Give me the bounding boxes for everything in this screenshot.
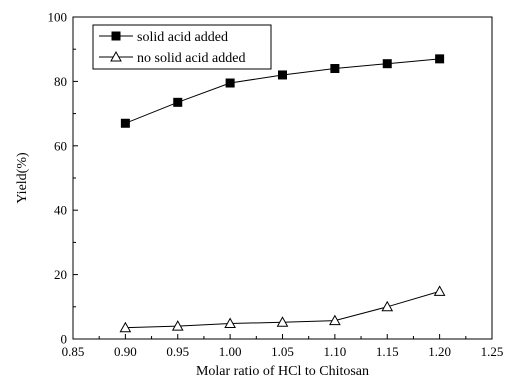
data-point-square — [278, 70, 287, 80]
data-point-triangle — [276, 316, 289, 327]
x-axis-title: Molar ratio of HCl to Chitosan — [196, 364, 369, 379]
legend: solid acid added no solid acid added — [92, 24, 272, 70]
y-tick-label: 60 — [54, 138, 67, 153]
data-point-square — [435, 54, 445, 64]
data-point-triangle — [110, 50, 122, 62]
data-point-square — [173, 97, 183, 107]
series-1 — [120, 54, 445, 128]
legend-box — [92, 24, 272, 70]
legend-items: solid acid added no solid acid added — [99, 30, 245, 66]
legend-label: no solid acid added — [137, 51, 245, 66]
x-tick-label: 0.90 — [114, 344, 137, 359]
y-axis-title: Yield(%) — [15, 152, 30, 204]
x-axis: 0.85 0.90 0.95 1.00 1.05 1.10 1.15 1.20 1.25 — [62, 334, 504, 359]
legend-label: solid acid added — [137, 30, 228, 45]
data-point-square — [225, 78, 235, 88]
data-point-square — [120, 118, 130, 128]
data-point-square — [330, 64, 340, 74]
x-tick-label: 1.00 — [219, 344, 242, 359]
x-tick-label: 1.25 — [481, 344, 504, 359]
y-tick-label: 20 — [54, 267, 67, 282]
y-tick-label: 0 — [61, 332, 68, 347]
data-point-square — [382, 59, 392, 69]
y-axis: 0 20 40 60 80 100 — [48, 10, 78, 347]
x-tick-label: 1.10 — [324, 344, 347, 359]
data-point-triangle — [224, 317, 236, 329]
data-point-triangle — [433, 285, 446, 296]
x-tick-label: 1.20 — [428, 344, 451, 359]
x-tick-label: 0.85 — [62, 344, 85, 359]
series-2 — [119, 285, 446, 333]
data-point-triangle — [381, 300, 394, 312]
y-tick-label: 100 — [48, 10, 68, 25]
x-tick-label: 1.05 — [271, 344, 294, 359]
legend-item: solid acid added — [99, 30, 228, 45]
x-tick-label: 0.95 — [166, 344, 189, 359]
plot-layer — [119, 54, 446, 333]
data-point-triangle — [171, 320, 184, 331]
x-tick-label: 1.15 — [376, 344, 399, 359]
data-point-triangle — [329, 314, 341, 326]
data-point-square — [111, 31, 121, 41]
y-tick-label: 80 — [54, 74, 67, 89]
data-point-triangle — [119, 321, 132, 333]
y-tick-label: 40 — [54, 203, 67, 218]
legend-item: no solid acid added — [99, 50, 245, 66]
